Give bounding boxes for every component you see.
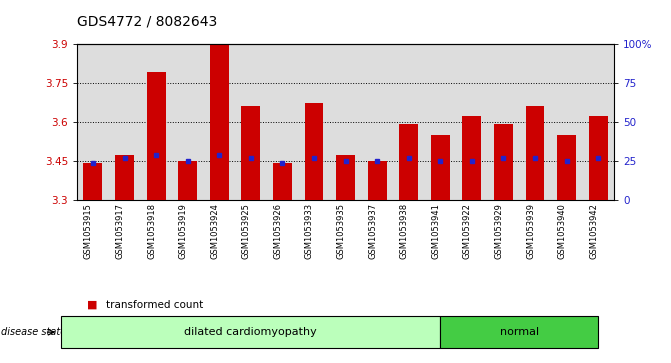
Text: GSM1053940: GSM1053940 [558, 203, 566, 259]
Text: GSM1053937: GSM1053937 [368, 203, 377, 260]
Text: GSM1053942: GSM1053942 [589, 203, 598, 259]
Text: ■: ■ [87, 322, 98, 332]
Text: GSM1053918: GSM1053918 [147, 203, 156, 259]
Bar [115, 155, 134, 200]
Text: GSM1053941: GSM1053941 [431, 203, 440, 259]
Bar [525, 106, 544, 200]
Text: percentile rank within the sample: percentile rank within the sample [106, 322, 282, 332]
Bar [242, 106, 260, 200]
Text: ■: ■ [87, 300, 98, 310]
Text: GSM1053929: GSM1053929 [495, 203, 503, 259]
Text: GSM1053925: GSM1053925 [242, 203, 251, 259]
Text: GSM1053935: GSM1053935 [337, 203, 346, 259]
Text: GSM1053917: GSM1053917 [115, 203, 125, 259]
Text: GSM1053926: GSM1053926 [273, 203, 282, 259]
Bar [83, 163, 103, 200]
Bar [462, 117, 481, 200]
Bar [494, 124, 513, 200]
Text: GSM1053938: GSM1053938 [400, 203, 409, 260]
Bar [273, 163, 292, 200]
Bar [147, 72, 166, 200]
Text: dilated cardiomyopathy: dilated cardiomyopathy [185, 327, 317, 337]
Bar [399, 124, 418, 200]
Text: GSM1053922: GSM1053922 [463, 203, 472, 259]
Bar [305, 103, 323, 200]
Text: GSM1053915: GSM1053915 [84, 203, 93, 259]
Text: GSM1053924: GSM1053924 [210, 203, 219, 259]
Text: GSM1053933: GSM1053933 [305, 203, 314, 260]
Bar [178, 160, 197, 200]
Text: normal: normal [500, 327, 539, 337]
Bar [368, 160, 386, 200]
Text: GSM1053939: GSM1053939 [526, 203, 535, 259]
Bar [431, 135, 450, 200]
Bar [588, 117, 608, 200]
Text: disease state: disease state [1, 327, 66, 337]
Text: transformed count: transformed count [106, 300, 203, 310]
Bar [210, 44, 229, 200]
Bar [557, 135, 576, 200]
Bar [336, 155, 355, 200]
Text: GSM1053919: GSM1053919 [178, 203, 188, 259]
Text: GDS4772 / 8082643: GDS4772 / 8082643 [77, 15, 217, 29]
